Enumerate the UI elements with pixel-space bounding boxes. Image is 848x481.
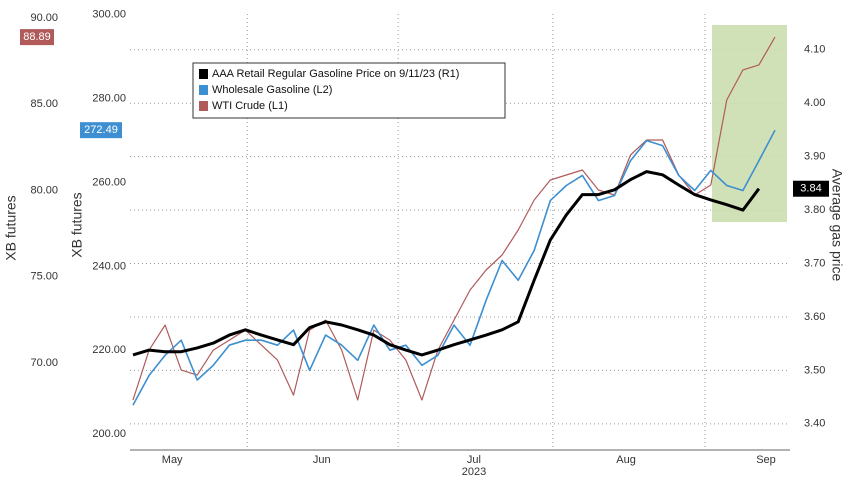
y-axis-title: XB futures: [3, 195, 19, 260]
y-tick-label: 220.00: [92, 344, 126, 356]
y-tick-label: 75.00: [30, 271, 58, 283]
x-tick-label: Jun: [313, 454, 331, 466]
legend-label: WTI Crude (L1): [212, 100, 288, 112]
y2-axis-title: XB futures: [69, 192, 85, 257]
y-tick-label: 280.00: [92, 93, 126, 105]
series-line: [132, 170, 761, 357]
last-value-label: 272.49: [84, 124, 118, 136]
y-tick-label: 200.00: [92, 428, 126, 440]
last-value-tag: [20, 29, 54, 46]
series-line: [132, 129, 776, 406]
y-tick-label: 300.00: [92, 9, 126, 21]
year-label: 2023: [462, 466, 486, 478]
legend-swatch: [199, 85, 208, 95]
x-tick-label: Aug: [616, 454, 636, 466]
y-tick-label: 80.00: [30, 184, 58, 196]
y-tick-label: 85.00: [30, 98, 58, 110]
y-tick-label: 240.00: [92, 260, 126, 272]
y-tick-label: 3.80: [804, 204, 825, 216]
y-tick-label: 90.00: [30, 12, 58, 24]
y-tick-label: 3.70: [804, 257, 825, 269]
y-tick-label: 3.90: [804, 151, 825, 163]
legend-label: AAA Retail Regular Gasoline Price on 9/1…: [212, 68, 459, 80]
y-tick-label: 70.00: [30, 357, 58, 369]
legend-swatch: [199, 101, 208, 111]
last-value-tag: [80, 122, 122, 139]
x-tick-label: May: [162, 454, 183, 466]
x-tick-label: Sep: [756, 454, 776, 466]
y3-axis-title: Average gas price: [829, 169, 845, 282]
y-tick-label: 4.00: [804, 97, 825, 109]
y-tick-label: 4.10: [804, 44, 825, 56]
y-tick-label: 3.50: [804, 364, 825, 376]
x-tick-label: Jul: [467, 454, 481, 466]
forecast-shade: [712, 25, 787, 222]
legend-label: Wholesale Gasoline (L2): [212, 84, 332, 96]
last-value-label: 88.89: [23, 31, 51, 43]
y-tick-label: 260.00: [92, 176, 126, 188]
legend-box: [192, 62, 506, 119]
series-line: [132, 36, 776, 401]
y-tick-label: 3.40: [804, 418, 825, 430]
legend-swatch: [199, 69, 208, 79]
y-tick-label: 3.60: [804, 311, 825, 323]
last-value-tag: [793, 180, 829, 197]
last-value-label: 3.84: [800, 183, 821, 195]
